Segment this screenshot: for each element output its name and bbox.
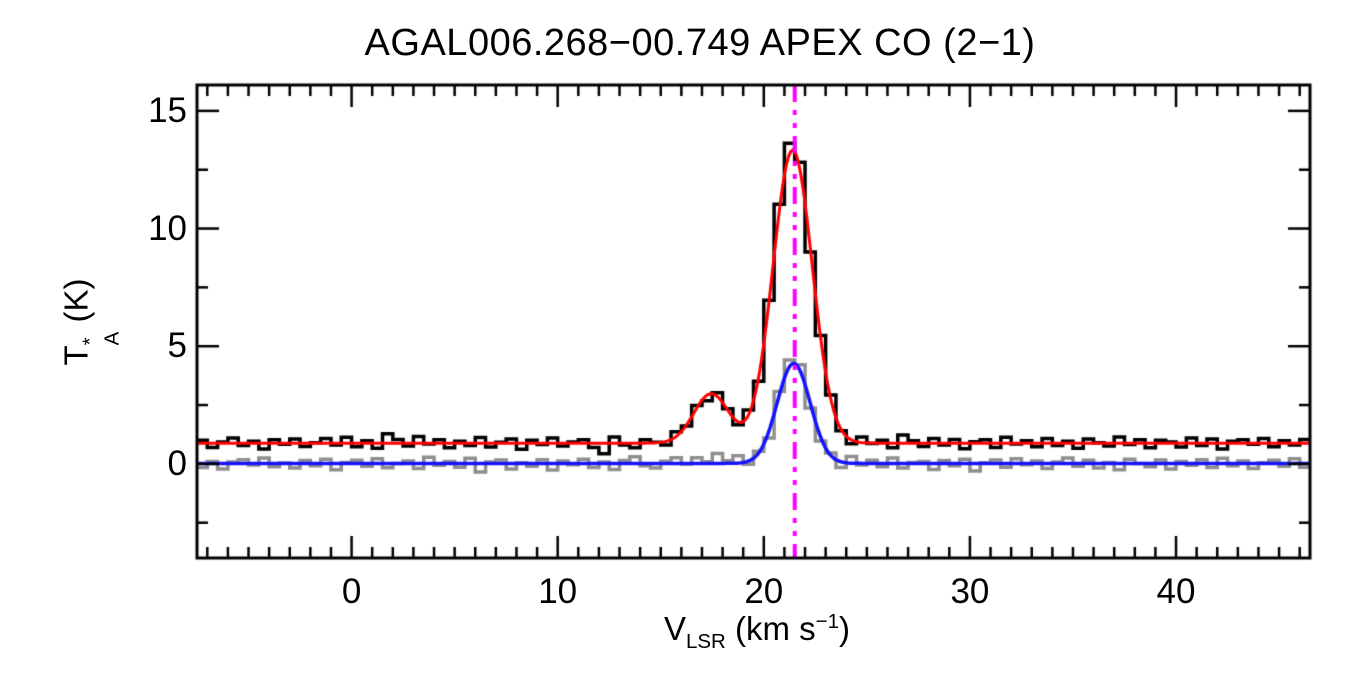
y-axis-label-subscript: A bbox=[100, 331, 124, 346]
x-tick-label: 20 bbox=[744, 572, 784, 611]
y-axis-label-unit: (K) bbox=[57, 278, 95, 332]
x-tick-label: 30 bbox=[950, 572, 990, 611]
y-tick-label: 0 bbox=[167, 443, 187, 483]
y-tick-label: 10 bbox=[148, 208, 187, 248]
x-axis-label-unit-suffix: ) bbox=[838, 610, 850, 648]
x-tick-label: 0 bbox=[341, 572, 362, 611]
y-axis-label: T * A (K) bbox=[57, 278, 124, 366]
y-axis-label-base: T bbox=[57, 345, 95, 366]
x-axis-label-unit-prefix: (km s bbox=[725, 610, 816, 648]
y-tick-label: 15 bbox=[148, 90, 187, 130]
x-axis-label: VLSR (km s−1) bbox=[664, 610, 850, 654]
x-tick-label: 10 bbox=[538, 572, 578, 611]
x-axis-label-base: V bbox=[664, 610, 687, 648]
y-tick-label: 5 bbox=[167, 326, 187, 366]
y-axis-label-supsub: * A bbox=[78, 331, 124, 346]
chart-title: AGAL006.268−00.749 APEX CO (2−1) bbox=[364, 22, 1036, 64]
x-tick-label: 40 bbox=[1156, 572, 1196, 611]
x-axis-label-subscript: LSR bbox=[686, 629, 726, 653]
x-axis-label-exponent: −1 bbox=[815, 610, 839, 634]
y-axis-label-superscript: * bbox=[78, 337, 102, 346]
